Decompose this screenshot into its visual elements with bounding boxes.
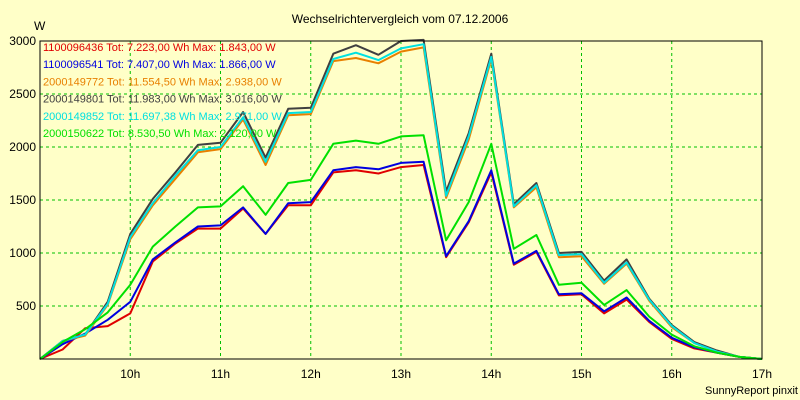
chart-title: Wechselrichtervergleich vom 07.12.2006 [292,12,509,26]
x-tick-label: 17h [752,367,772,381]
x-tick-label: 13h [391,367,411,381]
series-lines [39,38,763,360]
legend-entry-6: 2000150622 Tot: 8.530,50 Wh Max: 2.120,0… [43,128,277,140]
x-tick-label: 10h [120,367,140,381]
series-line-2 [39,160,763,360]
y-tick-label: 1500 [9,193,36,207]
x-tick-label: 12h [301,367,321,381]
legend-entry-5: 2000149852 Tot: 11.697,38 Wh Max: 2.971,… [43,111,282,123]
x-tick-label: 15h [571,367,591,381]
y-axis-unit: W [34,19,46,33]
y-tick-label: 2500 [9,87,36,101]
y-tick-label: 1000 [9,246,36,260]
plot-border [39,40,763,360]
x-tick-label: 11h [211,367,230,381]
series-line-5 [39,43,763,360]
footer-credit: SunnyReport pinxit [705,385,798,397]
y-tick-label: 500 [16,299,36,313]
legend-entry-3: 2000149772 Tot: 11.554,50 Wh Max: 2.938,… [43,76,282,88]
legend: 1100096436 Tot: 7.223,00 Wh Max: 1.843,0… [43,42,282,140]
series-line-6 [39,134,763,360]
y-tick-label: 2000 [9,140,36,154]
y-tick-labels: 500 1000 1500 2000 2500 3000 [9,34,36,313]
x-tick-labels: 10h 11h 12h 13h 14h 15h 16h 17h [120,367,772,381]
x-tick-label: 14h [481,367,501,381]
legend-entry-2: 1100096541 Tot: 7.407,00 Wh Max: 1.866,0… [43,59,276,71]
legend-entry-1: 1100096436 Tot: 7.223,00 Wh Max: 1.843,0… [43,42,276,54]
y-tick-label: 3000 [9,34,36,48]
x-tick-label: 16h [662,367,682,381]
legend-entry-4: 2000149801 Tot: 11.983,00 Wh Max: 3.016,… [43,94,282,106]
